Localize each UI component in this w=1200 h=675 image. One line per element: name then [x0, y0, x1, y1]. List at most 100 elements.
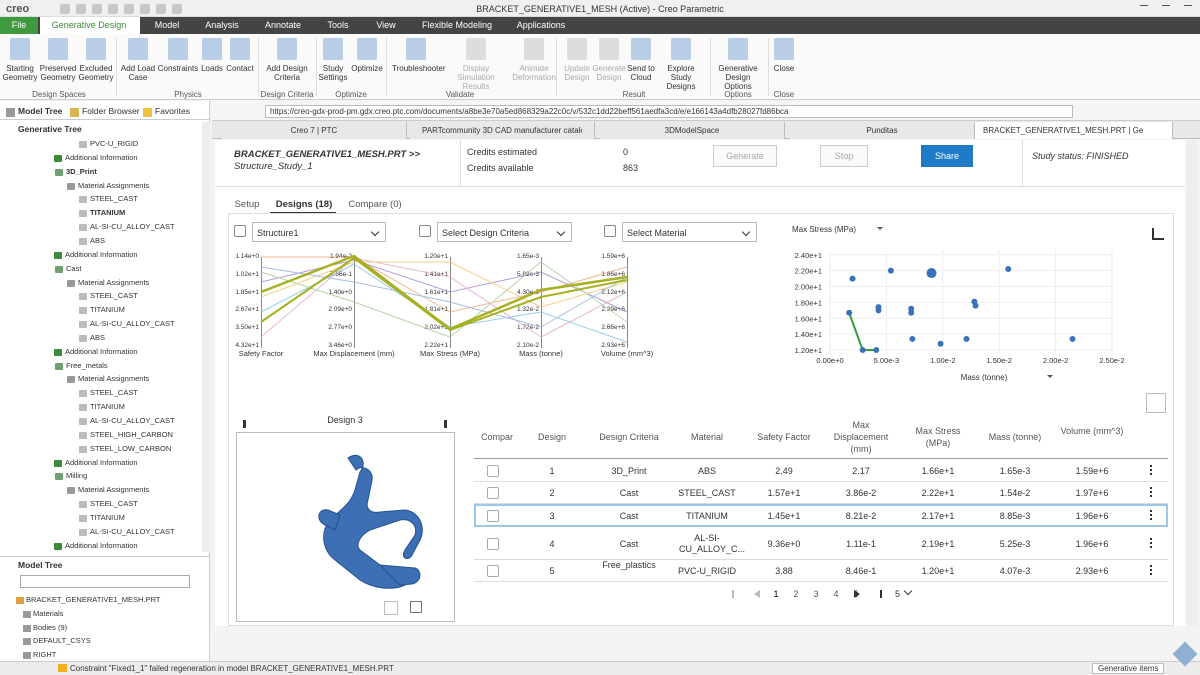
tree-item[interactable]: TITANIUM [90, 208, 126, 218]
study-tab[interactable]: Designs (18) [275, 199, 333, 210]
menu-tab[interactable]: Analysis [205, 20, 239, 30]
tree-item[interactable]: STEEL_LOW_CARBON [90, 443, 172, 453]
quick-access-icon[interactable] [92, 4, 102, 14]
ribbon-button[interactable]: Loads [201, 64, 223, 73]
dropdown[interactable] [437, 222, 572, 242]
study-tab[interactable]: Setup [234, 199, 260, 210]
table-row[interactable] [474, 560, 1168, 582]
tree-item[interactable]: Bodies (9) [33, 622, 68, 632]
quick-access-icon[interactable] [124, 4, 134, 14]
page-number[interactable]: 1 [773, 589, 779, 599]
tree-item[interactable]: Additional Information [65, 152, 138, 162]
table-row[interactable] [474, 482, 1168, 504]
menu-tab[interactable]: Applications [516, 20, 566, 30]
tree-item[interactable]: Additional Information [65, 457, 138, 467]
row-menu[interactable] [1150, 517, 1152, 520]
tree-item[interactable]: STEEL_CAST [90, 291, 138, 301]
browser-tab[interactable] [222, 122, 407, 139]
filter-value[interactable]: Generative items [1098, 664, 1159, 673]
row-checkbox[interactable] [487, 565, 499, 577]
ribbon-icon[interactable] [277, 38, 297, 60]
menu-tab[interactable]: Tools [327, 20, 349, 30]
next-button[interactable] [437, 420, 447, 428]
ribbon-button[interactable]: Animate Deformation [512, 64, 556, 83]
quick-access-icon[interactable] [140, 4, 150, 14]
ribbon-button[interactable]: Preserved Geometry [39, 64, 77, 83]
prev-button[interactable] [243, 420, 253, 428]
next-page[interactable] [854, 590, 860, 598]
url-field[interactable] [265, 105, 1073, 118]
row-menu[interactable] [1150, 541, 1152, 544]
tree-item[interactable]: DEFAULT_CSYS [33, 636, 91, 646]
menu-tab[interactable]: Flexible Modeling [421, 20, 493, 30]
ribbon-button[interactable]: Study Settings [318, 64, 348, 83]
button[interactable] [713, 145, 777, 167]
tree-item[interactable]: ABS [90, 235, 106, 245]
menu-tab[interactable]: File [11, 20, 27, 30]
browser-tab-title[interactable]: Creo 7 | PTC [290, 126, 338, 135]
browser-tab[interactable] [975, 122, 1173, 139]
ribbon-button[interactable]: Troubleshooter [392, 64, 446, 73]
ribbon-icon[interactable] [774, 38, 794, 60]
button-label[interactable]: Share [934, 151, 960, 161]
row-checkbox[interactable] [487, 487, 499, 499]
menu-tab[interactable]: Annotate [264, 20, 302, 30]
grid-menu-button[interactable] [1146, 393, 1166, 413]
ribbon-icon[interactable] [567, 38, 587, 60]
ribbon-icon[interactable] [671, 38, 691, 60]
filter-input[interactable] [20, 575, 190, 588]
browser-tab[interactable] [600, 122, 785, 139]
quick-access-icon[interactable] [76, 4, 86, 14]
ribbon-icon[interactable] [168, 38, 188, 60]
menu-tab[interactable]: Model [154, 20, 180, 30]
browser-tab-title[interactable]: 3DModelSpace [664, 126, 720, 135]
tree-item[interactable]: Additional Information [65, 346, 138, 356]
browser-tab-title[interactable]: PARTcommunity 3D CAD manufacturer catalo… [422, 126, 582, 135]
page-number[interactable]: 3 [813, 589, 819, 599]
tree-item[interactable]: Material Assignments [78, 180, 150, 190]
row-menu[interactable] [1150, 487, 1152, 489]
file-tab[interactable] [0, 17, 38, 34]
row-menu[interactable] [1150, 469, 1152, 471]
ribbon-icon[interactable] [128, 38, 148, 60]
table-row[interactable] [474, 504, 1168, 527]
row-checkbox[interactable] [487, 465, 499, 477]
ribbon-button[interactable]: Update Design [564, 64, 590, 83]
tree-item[interactable]: STEEL_CAST [90, 194, 138, 204]
quick-access-icon[interactable] [172, 4, 182, 14]
ribbon-icon[interactable] [599, 38, 619, 60]
ribbon-icon[interactable] [48, 38, 68, 60]
tree-item[interactable]: PVC-U_RIGID [90, 139, 139, 148]
panel-tab[interactable]: Favorites [155, 106, 190, 116]
tree-item[interactable]: Material Assignments [78, 374, 150, 384]
button-label[interactable]: Generate [726, 151, 764, 161]
quick-access-icon[interactable] [108, 4, 118, 14]
table-row[interactable] [474, 460, 1168, 482]
ribbon-icon[interactable] [357, 38, 377, 60]
tree-item[interactable]: STEEL_CAST [90, 499, 138, 509]
tree-item[interactable]: Material Assignments [78, 485, 150, 495]
dropdown-value[interactable]: Select Design Criteria [442, 228, 530, 238]
tree-item[interactable]: Cast [66, 263, 82, 273]
menu-tab[interactable]: Generative Design [51, 20, 127, 30]
tree-item[interactable]: AL-SI-CU_ALLOY_CAST [90, 526, 175, 536]
tree-item[interactable]: Material Assignments [78, 277, 150, 287]
ribbon-button[interactable]: Excluded Geometry [78, 64, 114, 83]
ribbon-button[interactable]: Contact [226, 64, 254, 73]
tree-item[interactable]: STEEL_HIGH_CARBON [90, 429, 173, 439]
ribbon-button[interactable]: Starting Geometry [2, 64, 38, 83]
study-tab[interactable]: Compare (0) [348, 199, 402, 210]
panel-tab[interactable]: Folder Browser [82, 106, 140, 116]
crop-icon[interactable] [1152, 228, 1164, 240]
browser-tab[interactable] [410, 122, 595, 139]
browser-tab[interactable] [790, 122, 975, 139]
row-menu[interactable] [1150, 465, 1152, 467]
tree-item[interactable]: AL-SI-CU_ALLOY_CAST [90, 222, 175, 232]
filter-dropdown[interactable] [1092, 663, 1164, 674]
panel-tab[interactable]: Model Tree [18, 106, 63, 116]
ribbon-button[interactable]: Send to Cloud [627, 64, 655, 83]
prev-page[interactable] [754, 590, 760, 598]
tree-item[interactable]: Materials [33, 608, 64, 618]
tree-item[interactable]: TITANIUM [90, 512, 125, 522]
tree-item[interactable]: AL-SI-CU_ALLOY_CAST [90, 416, 175, 425]
